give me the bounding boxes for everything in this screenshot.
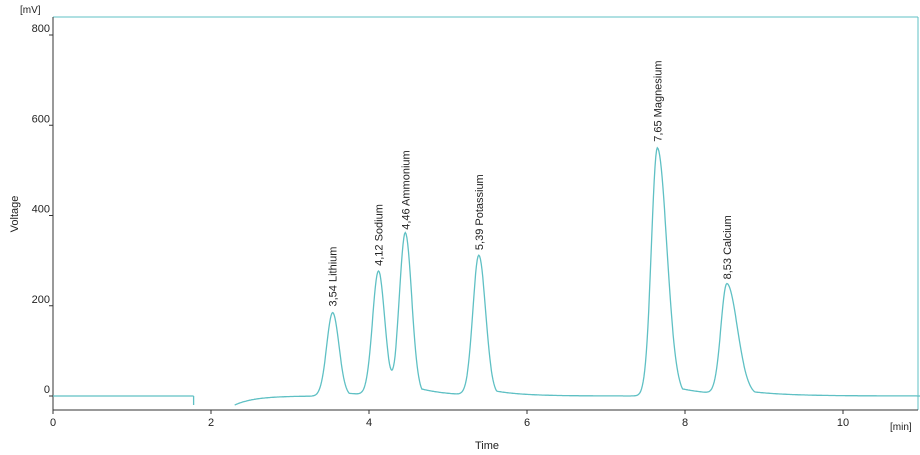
- peak-label-lithium: 3,54 Lithium: [328, 247, 340, 307]
- y-tick-label-600: 600: [32, 113, 50, 125]
- tick-labels: 0 200 400 600 800 0 2 4 6 8 10: [32, 23, 849, 429]
- y-axis-title: Voltage: [9, 196, 21, 233]
- axis-ticks: [49, 34, 844, 414]
- peak-label-magnesium: 7,65 Magnesium: [652, 60, 664, 141]
- y-tick-label-400: 400: [32, 204, 50, 216]
- y-tick-label-800: 800: [32, 23, 50, 35]
- x-tick-label-0: 0: [50, 417, 56, 429]
- x-tick-label-8: 8: [682, 417, 688, 429]
- y-tick-label-0: 0: [44, 384, 50, 396]
- peak-label-sodium: 4,12 Sodium: [374, 204, 386, 266]
- peak-label-calcium: 8,53 Calcium: [722, 215, 734, 279]
- y-axis-unit: [mV]: [20, 5, 41, 16]
- x-tick-label-2: 2: [208, 417, 214, 429]
- peak-labels: 3,54 Lithium 4,12 Sodium 4,46 Ammonium 5,39…: [328, 60, 734, 306]
- peak-label-ammonium: 4,46 Ammonium: [400, 150, 412, 229]
- x-tick-label-6: 6: [524, 417, 530, 429]
- x-tick-label-10: 10: [837, 417, 849, 429]
- y-tick-label-200: 200: [32, 294, 50, 306]
- x-tick-label-4: 4: [366, 417, 372, 429]
- x-axis-unit: [min]: [890, 422, 912, 433]
- x-axis-title: Time: [475, 440, 499, 452]
- peak-label-potassium: 5,39 Potassium: [474, 174, 486, 250]
- chromatogram-trace: [53, 146, 920, 406]
